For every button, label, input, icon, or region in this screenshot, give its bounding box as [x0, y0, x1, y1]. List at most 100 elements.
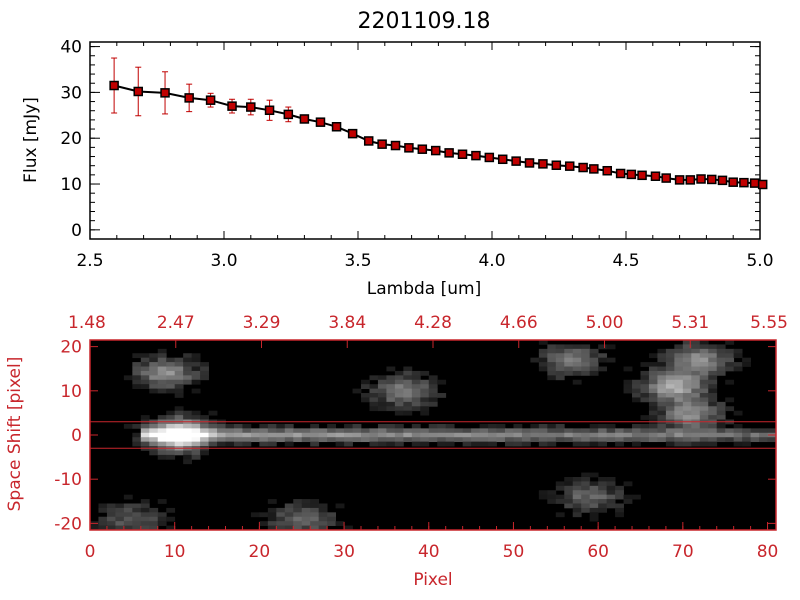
heatmap-cell	[267, 423, 277, 429]
heatmap-cell	[657, 423, 667, 429]
heatmap-cell	[200, 437, 209, 443]
heatmap-cell	[632, 437, 641, 443]
heatmap-cell	[513, 441, 523, 447]
heatmap-cell	[640, 397, 650, 403]
heatmap-cell	[403, 437, 413, 443]
heatmap-cell	[725, 428, 735, 434]
heatmap-cell	[657, 379, 667, 385]
heatmap-cell	[572, 485, 582, 491]
heatmap-cell	[284, 521, 294, 526]
heatmap-cell	[699, 410, 709, 416]
heatmap-cell	[691, 393, 701, 398]
heatmap-cell	[403, 406, 413, 412]
image-top-tick-label: 2.47	[157, 313, 195, 333]
heatmap-cell	[174, 384, 184, 390]
data-point	[717, 175, 728, 186]
heatmap-cell	[665, 357, 675, 363]
heatmap-cell	[589, 490, 599, 496]
heatmap-cell	[555, 423, 565, 429]
heatmap-cell	[183, 370, 193, 376]
heatmap-cell	[708, 384, 718, 390]
image-top-tick-label: 5.00	[586, 313, 624, 333]
heatmap-cell	[225, 428, 235, 434]
heatmap-cell	[208, 437, 218, 443]
heatmap-cell	[691, 437, 701, 443]
heatmap-cell	[708, 348, 718, 354]
heatmap-cell	[598, 441, 608, 447]
data-point	[227, 101, 237, 111]
heatmap-cell	[386, 384, 396, 390]
heatmap-cell	[598, 357, 608, 363]
heatmap-cell	[674, 432, 684, 438]
heatmap-cell	[691, 415, 701, 420]
heatmap-cell	[123, 375, 133, 381]
heatmap-cell	[174, 357, 184, 363]
heatmap-cell	[132, 516, 142, 522]
heatmap-cell	[191, 441, 201, 447]
heatmap-cell	[310, 503, 320, 509]
heatmap-cell	[733, 362, 743, 367]
heatmap-cell	[674, 362, 684, 367]
heatmap-cell	[183, 441, 193, 447]
heatmap-cell	[538, 353, 548, 359]
image-x-tick-label: 50	[503, 542, 525, 562]
heatmap-cell	[352, 437, 362, 443]
heatmap-cell	[115, 512, 125, 518]
heatmap-cell	[759, 428, 768, 434]
heatmap-cell	[386, 375, 396, 381]
heatmap-cell	[691, 432, 701, 438]
heatmap-cell	[174, 423, 184, 429]
heatmap-cell	[708, 401, 718, 407]
data-point	[457, 149, 468, 159]
heatmap-cell	[632, 393, 641, 398]
heatmap-cell	[564, 344, 574, 350]
heatmap-cell	[589, 353, 599, 359]
heatmap-cell	[428, 401, 438, 407]
heatmap-cell	[98, 503, 108, 509]
heatmap-cell	[301, 428, 311, 434]
heatmap-cell	[191, 379, 201, 385]
heatmap-cell	[208, 410, 218, 416]
heatmap-cell	[572, 503, 582, 509]
data-point	[551, 160, 562, 170]
heatmap-cell	[293, 521, 303, 526]
heatmap-cell	[674, 423, 684, 429]
heatmap-cell	[174, 410, 184, 416]
heatmap-cell	[555, 370, 565, 376]
heatmap-cell	[691, 410, 701, 416]
heatmap-cell	[674, 344, 684, 350]
heatmap-cell	[200, 375, 209, 381]
heatmap-cell	[115, 525, 125, 531]
heatmap-cell	[369, 441, 379, 447]
heatmap-cell	[200, 450, 209, 456]
heatmap-cell	[140, 521, 150, 526]
heatmap-cell	[403, 432, 413, 438]
heatmap-cell	[183, 353, 193, 359]
heatmap-cell	[648, 353, 658, 359]
heatmap-cell	[691, 366, 701, 372]
heatmap-cell	[318, 503, 328, 509]
heatmap-cell	[682, 375, 692, 381]
heatmap-cell	[733, 441, 743, 447]
heatmap-cell	[564, 362, 574, 367]
heatmap-cell	[140, 366, 150, 372]
heatmap-cell	[437, 379, 447, 385]
heatmap-cell	[411, 397, 421, 403]
heatmap-cell	[547, 432, 557, 438]
heatmap-cell	[682, 357, 692, 363]
data-point	[390, 140, 401, 151]
heatmap-cell	[606, 428, 616, 434]
heatmap-cell	[640, 428, 650, 434]
heatmap-cell	[140, 503, 150, 509]
heatmap-cell	[242, 423, 252, 429]
heatmap-cell	[555, 432, 565, 438]
heatmap-cell	[166, 388, 176, 394]
heatmap-cell	[166, 432, 176, 438]
heatmap-cell	[589, 370, 599, 376]
image-x-tick-label: 0	[85, 542, 96, 562]
heatmap-cell	[708, 423, 718, 429]
heatmap-cell	[733, 353, 743, 359]
heatmap-cell	[521, 428, 531, 434]
heatmap-cell	[648, 397, 658, 403]
heatmap-cell	[166, 415, 176, 420]
